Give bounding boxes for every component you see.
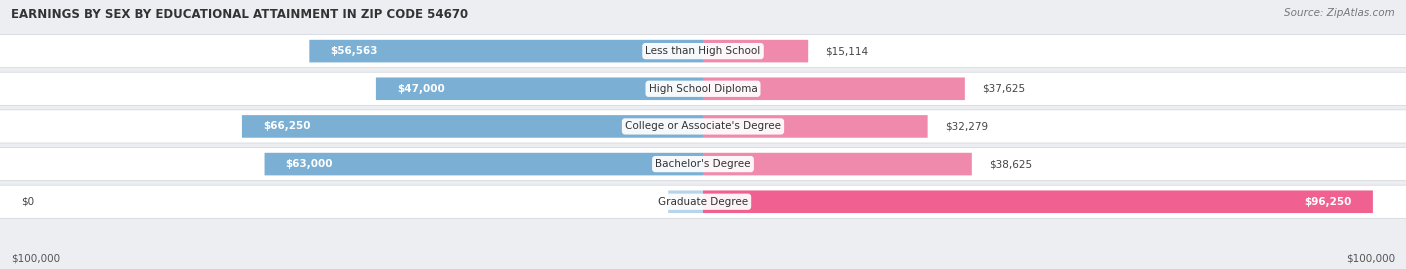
Text: EARNINGS BY SEX BY EDUCATIONAL ATTAINMENT IN ZIP CODE 54670: EARNINGS BY SEX BY EDUCATIONAL ATTAINMEN… [11, 8, 468, 21]
FancyBboxPatch shape [703, 77, 965, 100]
FancyBboxPatch shape [309, 40, 703, 62]
Text: $63,000: $63,000 [285, 159, 333, 169]
Text: $0: $0 [21, 197, 34, 207]
Text: $56,563: $56,563 [330, 46, 378, 56]
FancyBboxPatch shape [703, 190, 1372, 213]
FancyBboxPatch shape [264, 153, 703, 175]
FancyBboxPatch shape [242, 115, 703, 138]
Text: High School Diploma: High School Diploma [648, 84, 758, 94]
Text: $37,625: $37,625 [983, 84, 1025, 94]
Text: $32,279: $32,279 [945, 121, 988, 132]
Text: $38,625: $38,625 [990, 159, 1032, 169]
Text: Less than High School: Less than High School [645, 46, 761, 56]
Text: $100,000: $100,000 [11, 254, 60, 264]
Text: $15,114: $15,114 [825, 46, 869, 56]
FancyBboxPatch shape [375, 77, 703, 100]
Text: Source: ZipAtlas.com: Source: ZipAtlas.com [1284, 8, 1395, 18]
FancyBboxPatch shape [0, 110, 1406, 143]
Text: Graduate Degree: Graduate Degree [658, 197, 748, 207]
Text: $100,000: $100,000 [1346, 254, 1395, 264]
Text: $96,250: $96,250 [1305, 197, 1353, 207]
Text: $47,000: $47,000 [396, 84, 444, 94]
FancyBboxPatch shape [0, 34, 1406, 68]
FancyBboxPatch shape [703, 153, 972, 175]
Text: College or Associate's Degree: College or Associate's Degree [626, 121, 780, 132]
FancyBboxPatch shape [0, 185, 1406, 218]
FancyBboxPatch shape [703, 40, 808, 62]
Text: $66,250: $66,250 [263, 121, 311, 132]
FancyBboxPatch shape [668, 190, 703, 213]
FancyBboxPatch shape [703, 115, 928, 138]
FancyBboxPatch shape [0, 147, 1406, 181]
FancyBboxPatch shape [0, 72, 1406, 105]
Text: Bachelor's Degree: Bachelor's Degree [655, 159, 751, 169]
